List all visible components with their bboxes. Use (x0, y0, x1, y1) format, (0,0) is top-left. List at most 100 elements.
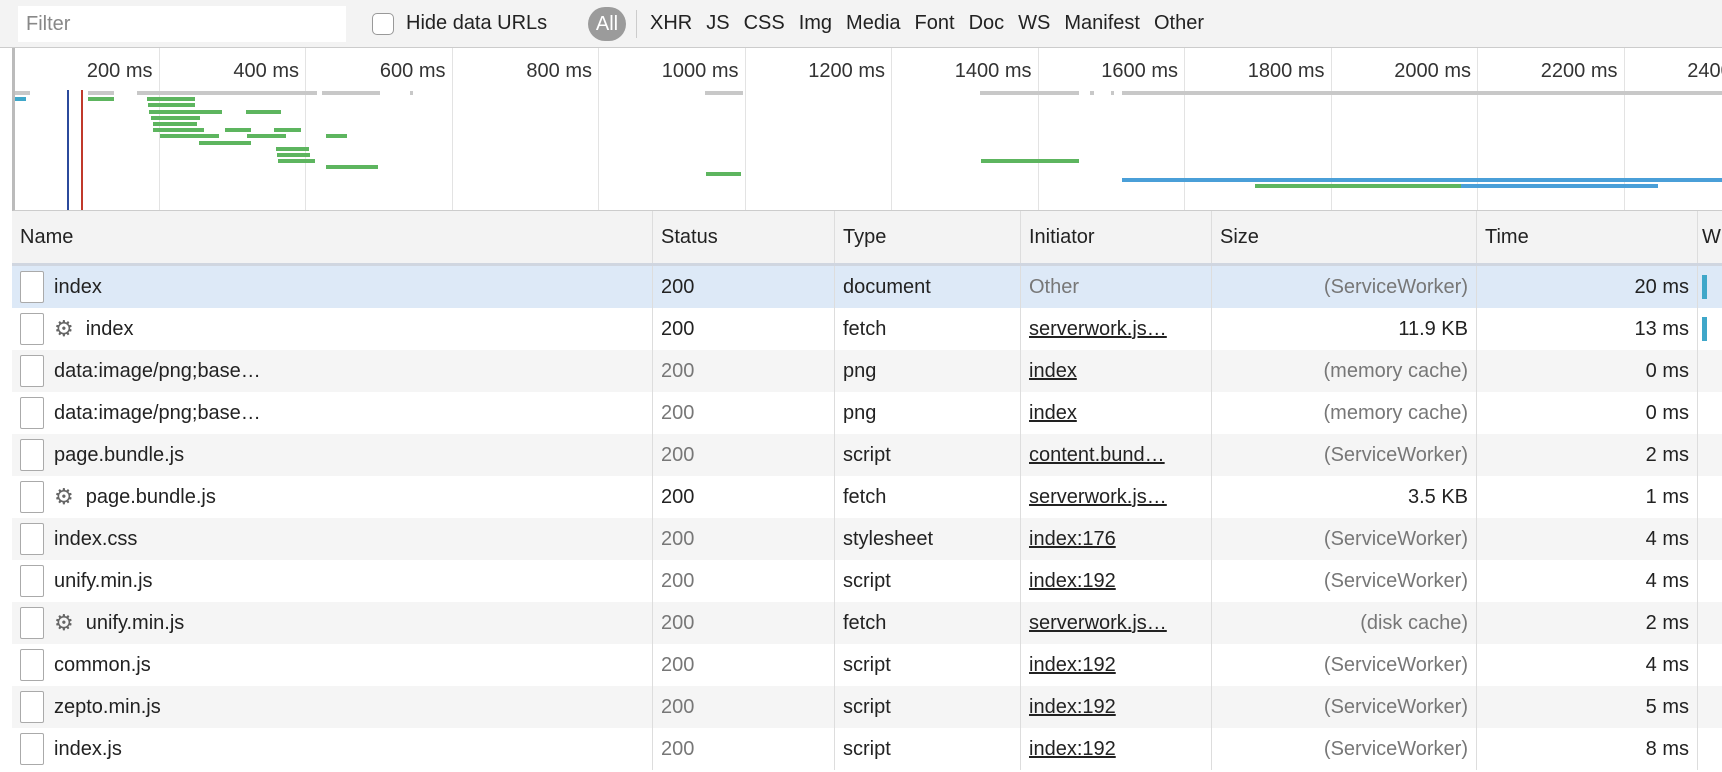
column-header-status[interactable]: Status (653, 211, 835, 263)
name-cell[interactable]: data:image/png;base… (12, 350, 653, 392)
initiator-link[interactable]: index (1029, 401, 1077, 424)
timeline-tick-label: 200 ms (86, 60, 153, 82)
timeline-gridline (1623, 48, 1625, 210)
filter-xhr-button[interactable]: XHR (650, 12, 693, 34)
initiator-cell: content.bund… (1021, 434, 1212, 476)
column-header-size[interactable]: Size (1212, 211, 1477, 263)
name-cell[interactable]: index.css (12, 518, 653, 560)
filter-css-button[interactable]: CSS (743, 12, 785, 34)
time-cell: 2 ms (1477, 434, 1698, 476)
type-cell: script (835, 728, 1021, 770)
size-cell: (ServiceWorker) (1212, 560, 1477, 602)
timeline-request-bar (88, 91, 114, 95)
column-header-type[interactable]: Type (835, 211, 1021, 263)
initiator-link[interactable]: index (1029, 359, 1077, 382)
filter-ws-button[interactable]: WS (1018, 12, 1051, 34)
table-row[interactable]: ⚙ unify.min.js 200 fetch serverwork.js… (disk… (12, 602, 1722, 644)
status-cell: 200 (653, 350, 835, 392)
time-cell: 4 ms (1477, 560, 1698, 602)
column-header-initiator[interactable]: Initiator (1021, 211, 1212, 263)
hide-data-urls-checkbox[interactable] (372, 13, 394, 35)
column-header-time[interactable]: Time (1477, 211, 1698, 263)
table-row[interactable]: data:image/png;base… 200 png index (memory c… (12, 350, 1722, 392)
waterfall-cell (1698, 644, 1722, 686)
name-cell[interactable]: index.js (12, 728, 653, 770)
table-row[interactable]: unify.min.js 200 script index:192 (ServiceWo… (12, 560, 1722, 602)
name-cell[interactable]: ⚙ index (12, 308, 653, 350)
network-toolbar: Hide data URLs All XHR JS CSS Img Media Font D… (0, 0, 1722, 48)
timeline-request-bar (146, 97, 196, 102)
filter-all-button[interactable]: All (588, 7, 626, 41)
time-cell: 1 ms (1477, 476, 1698, 518)
request-name: common.js (54, 653, 151, 676)
size-cell: (ServiceWorker) (1212, 686, 1477, 728)
request-name: zepto.min.js (54, 695, 161, 718)
initiator-link[interactable]: index:192 (1029, 653, 1116, 676)
initiator-link[interactable]: serverwork.js… (1029, 485, 1167, 508)
status-cell: 200 (653, 560, 835, 602)
name-cell[interactable]: page.bundle.js (12, 434, 653, 476)
name-cell[interactable]: ⚙ page.bundle.js (12, 476, 653, 518)
filter-other-button[interactable]: Other (1153, 12, 1204, 34)
filter-js-button[interactable]: JS (706, 12, 730, 34)
type-cell: png (835, 350, 1021, 392)
status-cell: 200 (653, 518, 835, 560)
timeline-tick-label: 2200 ms (1540, 60, 1618, 82)
table-row[interactable]: data:image/png;base… 200 png index (memory c… (12, 392, 1722, 434)
table-row[interactable]: ⚙ index 200 fetch serverwork.js… 11.9 KB 13 ms (12, 308, 1722, 350)
timeline-request-bar (275, 146, 309, 151)
timeline-request-bar (148, 109, 223, 114)
initiator-link[interactable]: index:192 (1029, 695, 1116, 718)
timeline-gridline (598, 48, 599, 210)
initiator-link[interactable]: index:192 (1029, 737, 1116, 760)
timeline-overview[interactable]: 200 ms 400 ms 600 ms 800 ms 1000 ms 1200 ms 14… (12, 48, 1722, 211)
table-row[interactable]: index.js 200 script index:192 (ServiceWorker… (12, 728, 1722, 770)
type-cell: script (835, 644, 1021, 686)
timeline-request-bar (151, 115, 201, 120)
filter-input[interactable] (18, 6, 346, 42)
gear-icon: ⚙ (54, 484, 74, 509)
timeline-request-bar (153, 128, 204, 133)
table-row[interactable]: common.js 200 script index:192 (ServiceWorke… (12, 644, 1722, 686)
waterfall-cell (1698, 350, 1722, 392)
name-cell[interactable]: zepto.min.js (12, 686, 653, 728)
filter-img-button[interactable]: Img (798, 12, 833, 34)
size-cell: 11.9 KB (1212, 308, 1477, 350)
initiator-link[interactable]: serverwork.js… (1029, 317, 1167, 340)
waterfall-cell (1698, 560, 1722, 602)
waterfall-cell (1698, 728, 1722, 770)
initiator-link[interactable]: content.bund… (1029, 443, 1165, 466)
initiator-link[interactable]: index:176 (1029, 527, 1116, 550)
table-row[interactable]: index.css 200 stylesheet index:176 (ServiceW… (12, 518, 1722, 560)
name-cell[interactable]: unify.min.js (12, 560, 653, 602)
filter-manifest-button[interactable]: Manifest (1064, 12, 1140, 34)
hide-data-urls-label[interactable]: Hide data URLs (406, 12, 548, 34)
table-row[interactable]: ⚙ page.bundle.js 200 fetch serverwork.js… 3.5… (12, 476, 1722, 518)
timeline-gridline (305, 48, 306, 210)
name-cell[interactable]: index (12, 266, 653, 308)
type-cell: fetch (835, 476, 1021, 518)
name-cell[interactable]: ⚙ unify.min.js (12, 602, 653, 644)
table-row[interactable]: zepto.min.js 200 script index:192 (ServiceWo… (12, 686, 1722, 728)
waterfall-cell (1698, 518, 1722, 560)
initiator-link[interactable]: index:192 (1029, 569, 1116, 592)
filter-media-button[interactable]: Media (846, 12, 901, 34)
initiator-link[interactable]: serverwork.js… (1029, 611, 1167, 634)
timeline-request-bar (981, 159, 1080, 164)
table-row[interactable]: index 200 document Other (ServiceWorker) 20 m… (12, 266, 1722, 308)
time-cell: 0 ms (1477, 392, 1698, 434)
table-row[interactable]: page.bundle.js 200 script content.bund… (Ser… (12, 434, 1722, 476)
name-cell[interactable]: data:image/png;base… (12, 392, 653, 434)
filter-doc-button[interactable]: Doc (968, 12, 1005, 34)
request-name: index.js (54, 737, 122, 760)
request-name: page.bundle.js (54, 443, 185, 466)
gear-icon: ⚙ (54, 316, 74, 341)
column-header-w[interactable]: W (1702, 225, 1721, 248)
filter-font-button[interactable]: Font (914, 12, 955, 34)
timeline-gridline (1477, 48, 1478, 210)
timeline-request-bar (1121, 177, 1722, 182)
column-header-name[interactable]: Name (12, 211, 653, 263)
initiator-cell: index:176 (1021, 518, 1212, 560)
name-cell[interactable]: common.js (12, 644, 653, 686)
waterfall-cell (1698, 476, 1722, 518)
